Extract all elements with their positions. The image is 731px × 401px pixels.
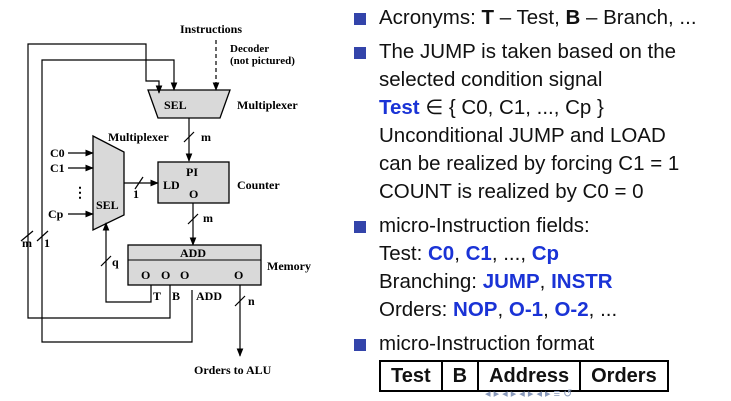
counter-register (157, 161, 230, 204)
bus-tick-n (234, 295, 246, 307)
jump-line-1: The JUMP is taken based on the (379, 40, 677, 63)
bus-tick-m-top (183, 131, 195, 143)
microprogram-control-diagram: SEL Multiplexer Instructions Decoder (no… (20, 22, 311, 377)
test-field-to-sel (102, 222, 152, 303)
bullet-format: micro-Instruction format Test B Address … (352, 330, 727, 392)
format-field-b: B (440, 360, 480, 392)
jump-line-6: COUNT is realized by C0 = 0 (379, 180, 644, 203)
acronyms-text: Acronyms: (379, 6, 482, 29)
top-mux-sel-label: SEL (164, 98, 187, 112)
field-t-label: T (153, 289, 161, 303)
input-ellipsis: ⋮ (73, 186, 87, 201)
memory-output-o4: O (234, 268, 243, 282)
fields-heading: micro-Instruction fields: (379, 214, 590, 237)
decoder-label: Decoder (230, 43, 269, 55)
format-field-orders: Orders (579, 360, 669, 392)
memory-address-feedback (41, 59, 193, 343)
test-set: ∈ { C0, C1, ..., Cp } (419, 96, 604, 119)
bullet-acronyms: Acronyms: T – Test, B – Branch, ... (352, 4, 727, 32)
microprogram-memory (127, 244, 262, 286)
bus-width-n: n (248, 294, 255, 308)
field-cp: Cp (531, 242, 560, 265)
field-instr: INSTR (551, 270, 613, 293)
bullet-jump: The JUMP is taken based on the selected … (352, 38, 727, 206)
memory-label: Memory (267, 259, 311, 273)
field-o1: O-1 (508, 298, 544, 321)
memory-output-o3: O (180, 268, 189, 282)
field-o2: O-2 (554, 298, 589, 321)
table-row: Test B Address Orders (379, 360, 669, 392)
fields-branching-prefix: Branching: (379, 270, 483, 293)
bullet-marker (354, 339, 366, 351)
input-cp-label: Cp (48, 207, 64, 221)
memory-output-o2: O (161, 268, 170, 282)
condition-multiplexer-label: Multiplexer (108, 130, 169, 144)
top-multiplexer (147, 89, 231, 119)
beamer-navigation-bar[interactable]: ◂ ▸ ◂ ▸ ◂ ▸ ◂ ▸ ≡ ↺ (485, 388, 573, 400)
fields-orders-suffix: , ... (588, 298, 618, 321)
jump-line-5: can be realized by forcing C1 = 1 (379, 152, 680, 175)
test-keyword: Test (379, 96, 420, 119)
jump-line-2: selected condition signal (379, 68, 603, 91)
memory-add-label: ADD (180, 246, 206, 260)
bus-tick-m-left (20, 230, 34, 242)
bus-width-one-mid: 1 (133, 187, 139, 201)
field-jump: JUMP (482, 270, 540, 293)
field-c1: C1 (465, 242, 492, 265)
orders-to-alu-label: Orders to ALU (194, 363, 272, 377)
memory-output-o1: O (141, 268, 150, 282)
acronym-b: B (565, 6, 581, 29)
bus-width-one-left: 1 (44, 236, 50, 250)
counter-ld-label: LD (163, 178, 180, 192)
field-c0: C0 (428, 242, 455, 265)
top-multiplexer-label: Multiplexer (237, 98, 298, 112)
jump-line-4: Unconditional JUMP and LOAD (379, 124, 666, 147)
acronym-t: T (481, 6, 495, 29)
bus-width-q: q (112, 255, 119, 269)
field-nop: NOP (453, 298, 498, 321)
counter-o-label: O (189, 187, 198, 201)
format-heading: micro-Instruction format (379, 332, 595, 355)
bus-tick-q (100, 255, 112, 267)
counter-pi-label: PI (186, 165, 198, 179)
bullet-marker (354, 13, 366, 25)
bus-width-m-top: m (201, 130, 211, 144)
slide-bullets: Acronyms: T – Test, B – Branch, ... The … (352, 4, 727, 398)
left-mux-sel-label: SEL (96, 198, 119, 212)
format-field-test: Test (379, 360, 443, 392)
acronyms-branch: – Branch, ... (580, 6, 697, 29)
field-b-label: B (172, 289, 180, 303)
bullet-marker (354, 221, 366, 233)
instruction-format-table: Test B Address Orders (379, 360, 669, 392)
bullet-fields: micro-Instruction fields: Test: C0, C1, … (352, 212, 727, 324)
bus-tick-one-left (36, 230, 49, 242)
fields-test-prefix: Test: (379, 242, 428, 265)
format-field-address: Address (477, 360, 582, 392)
bus-width-m-mid: m (203, 211, 213, 225)
bus-width-m-left: m (22, 236, 32, 250)
instructions-label: Instructions (180, 22, 242, 36)
bus-tick-one-mid (134, 176, 144, 190)
decoder-sublabel: (not pictured) (230, 55, 295, 67)
input-c0-label: C0 (50, 146, 65, 160)
counter-label: Counter (237, 178, 280, 192)
bullet-marker (354, 47, 366, 59)
condition-multiplexer (92, 134, 125, 232)
field-add-label: ADD (196, 289, 222, 303)
branch-field-to-sel (27, 43, 171, 319)
fields-orders-prefix: Orders: (379, 298, 454, 321)
input-c1-label: C1 (50, 161, 65, 175)
acronyms-test: – Test, (494, 6, 566, 29)
field-dots: , ..., (491, 242, 532, 265)
bus-tick-m-mid (187, 213, 199, 225)
